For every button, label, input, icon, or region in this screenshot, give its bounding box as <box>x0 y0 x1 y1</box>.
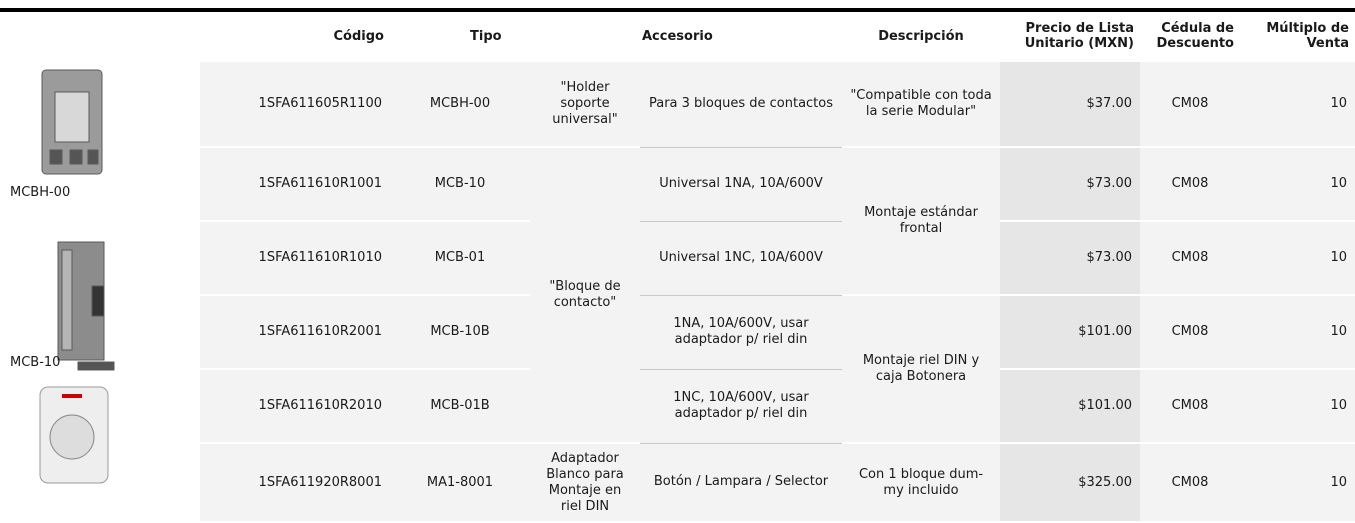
tipo: MCBH-00 <box>390 61 530 148</box>
table-row: 1SFA611610R2010 MCB-01B 1NC, 10A/600V, usa… <box>0 369 1355 444</box>
tipo: MA1-8001 <box>390 443 530 521</box>
tipo: MCB-01B <box>390 369 530 444</box>
accesorio: Universal 1NA, 10A/600V <box>640 147 842 222</box>
descripcion: Montaje riel DIN y caja Botonera <box>842 295 1000 444</box>
table-body: MCBH-00 MCB-10 1SFA611605R1100 MCBH-00 "Hold… <box>0 61 1355 521</box>
accesorio: Botón / Lampara / Selector <box>640 443 842 521</box>
precio: $101.00 <box>1000 295 1140 370</box>
precio: $101.00 <box>1000 369 1140 444</box>
price-table: Código Tipo Accesorio Descripción Precio… <box>0 12 1355 521</box>
tipo: MCB-10B <box>390 295 530 370</box>
tipo: MCB-10 <box>390 147 530 222</box>
cedula: CM08 <box>1140 147 1240 222</box>
codigo: 1SFA611920R8001 <box>200 443 390 521</box>
header-cell: Descripción <box>878 28 964 44</box>
descripcion: Montaje estándar frontal <box>842 147 1000 296</box>
precio: $73.00 <box>1000 221 1140 296</box>
precio: $73.00 <box>1000 147 1140 222</box>
header-cell: Código <box>333 28 384 44</box>
header-blank <box>0 12 200 61</box>
tipo-group: "Bloque de contacto" <box>530 147 640 444</box>
accesorio: 1NA, 10A/600V, usar adaptador p/ riel di… <box>640 295 842 370</box>
table-row: 1SFA611610R1010 MCB-01 Universal 1NC, 10A/… <box>0 221 1355 296</box>
tipo: MCB-01 <box>390 221 530 296</box>
cedula: CM08 <box>1140 369 1240 444</box>
accesorio: Para 3 bloques de contactos <box>640 61 842 148</box>
cedula: CM08 <box>1140 61 1240 148</box>
product-images <box>39 69 115 484</box>
header-cell: Accesorio <box>642 28 713 44</box>
image-cell: MCBH-00 MCB-10 <box>0 61 200 521</box>
cedula: CM08 <box>1140 221 1240 296</box>
tipo-group: "Holder soporte universal" <box>530 61 640 148</box>
header-cell: Múltiplo de Venta <box>1266 21 1349 51</box>
cedula: CM08 <box>1140 443 1240 521</box>
precio: $325.00 <box>1000 443 1140 521</box>
image-label: MCBH-00 <box>10 185 71 200</box>
multiplo: 10 <box>1240 295 1355 370</box>
table-row: 1SFA611610R2001 MCB-10B 1NA, 10A/600V, usa… <box>0 295 1355 444</box>
multiplo: 10 <box>1240 61 1355 148</box>
header-cell: Precio de Lista Unitario (MXN) <box>1024 21 1134 51</box>
accesorio: Universal 1NC, 10A/600V <box>640 221 842 296</box>
multiplo: 10 <box>1240 369 1355 444</box>
header-row: Código Tipo Accesorio Descripción Precio… <box>0 12 1355 61</box>
table-row: MCBH-00 MCB-10 1SFA611605R1100 MCBH-00 "Hold… <box>0 61 1355 521</box>
header-cell: Tipo <box>470 28 502 44</box>
header-cell: Cédula de Descuento <box>1156 21 1234 51</box>
table-row: 1SFA611920R8001 MA1-8001 Adaptador Blanco … <box>0 443 1355 521</box>
codigo: 1SFA611605R1100 <box>200 61 390 148</box>
image-label: MCB-10 <box>10 355 61 370</box>
precio: $37.00 <box>1000 61 1140 148</box>
codigo: 1SFA611610R2001 <box>200 295 390 370</box>
multiplo: 10 <box>1240 221 1355 296</box>
table-row: 1SFA611610R1001 MCB-10 "Bloque de contacto… <box>0 147 1355 444</box>
multiplo: 10 <box>1240 443 1355 521</box>
top-rule <box>0 8 1355 12</box>
cedula: CM08 <box>1140 295 1240 370</box>
accesorio: 1NC, 10A/600V, usar adaptador p/ riel di… <box>640 369 842 444</box>
codigo: 1SFA611610R1001 <box>200 147 390 222</box>
descripcion: Con 1 bloque dum-my incluido <box>842 443 1000 521</box>
codigo: 1SFA611610R1010 <box>200 221 390 296</box>
tipo-group: Adaptador Blanco para Montaje en riel DI… <box>530 443 640 521</box>
descripcion: "Compatible con toda la serie Modular" <box>842 61 1000 148</box>
codigo: 1SFA611610R2010 <box>200 369 390 444</box>
multiplo: 10 <box>1240 147 1355 222</box>
